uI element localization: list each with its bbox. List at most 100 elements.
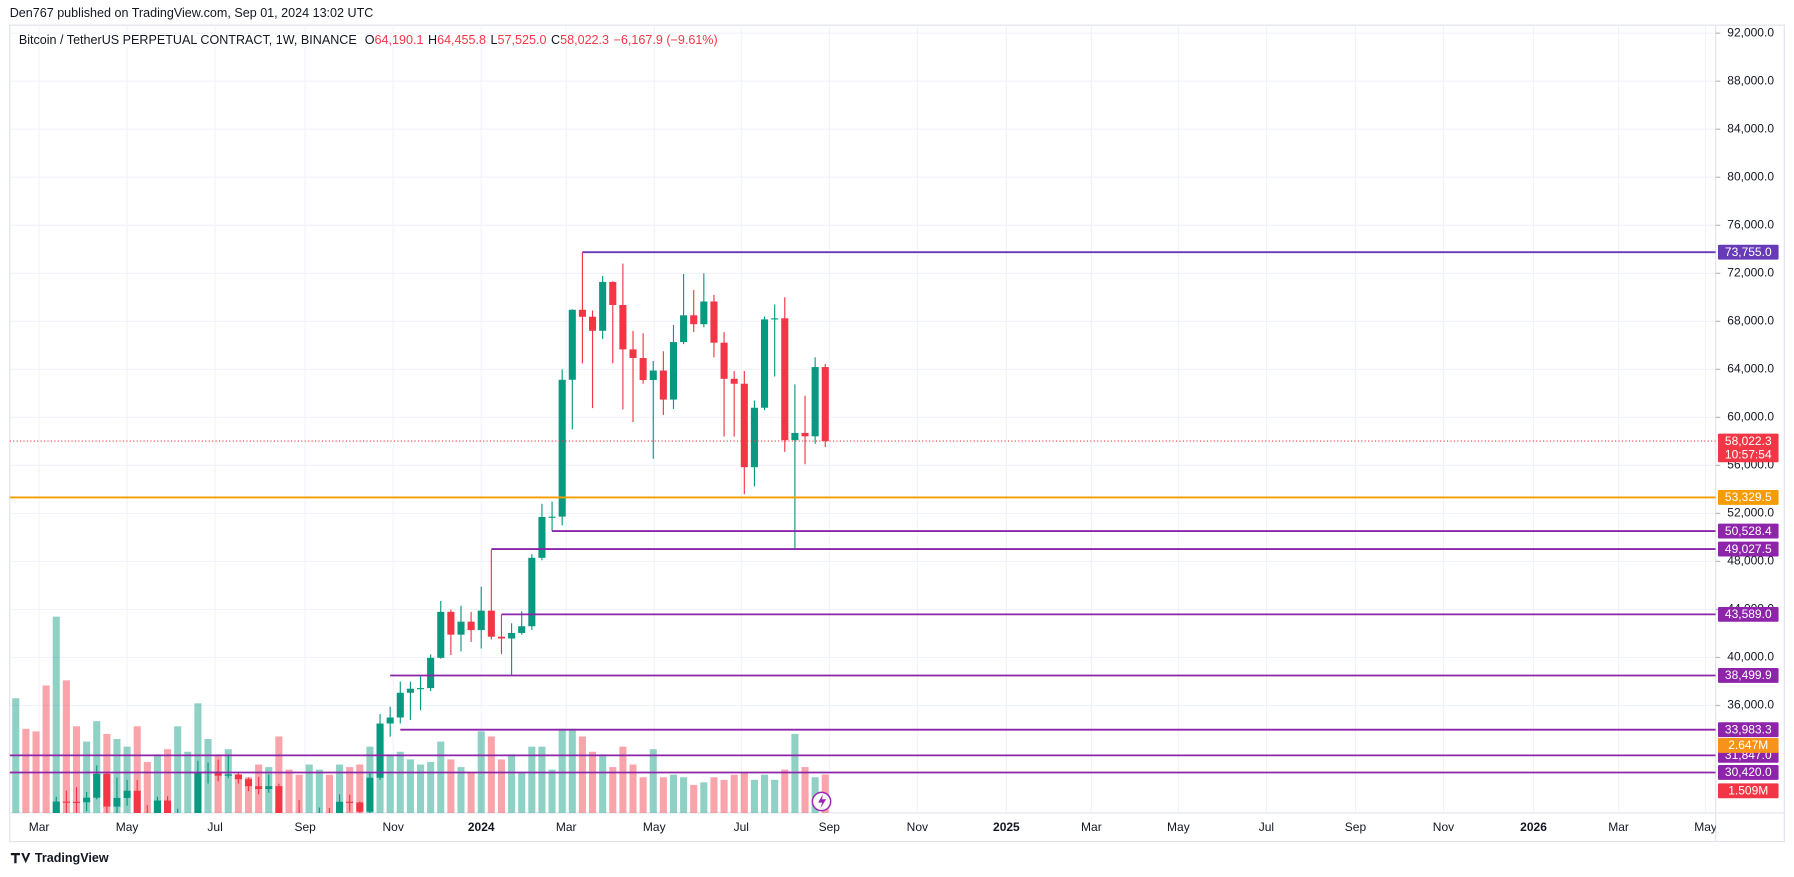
volume-bar bbox=[568, 728, 576, 813]
x-tick-label: Sep bbox=[294, 820, 316, 834]
candle-body bbox=[113, 797, 121, 807]
volume-bar bbox=[194, 703, 202, 813]
candle-body bbox=[133, 790, 141, 813]
volume-bar bbox=[639, 777, 647, 813]
candle-body bbox=[690, 315, 698, 325]
candle-body bbox=[52, 801, 60, 813]
y-tick-label: 76,000.0 bbox=[1727, 217, 1774, 231]
candle-body bbox=[194, 772, 202, 813]
last-price-label-bg bbox=[1717, 433, 1779, 449]
candle-body bbox=[538, 516, 546, 558]
candle-body bbox=[83, 797, 91, 803]
volume-bar bbox=[184, 751, 192, 813]
price-tags: 73,755.0 53,329.5 50,528.4 49,027.5 43,589.0… bbox=[1717, 244, 1779, 799]
candle-body bbox=[508, 632, 516, 639]
symbol-legend: Bitcoin / TetherUS PERPETUAL CONTRACT, 1… bbox=[19, 33, 718, 47]
volume-bar bbox=[315, 769, 323, 813]
x-tick-label: 2024 bbox=[468, 820, 495, 834]
volume-bar bbox=[761, 774, 769, 813]
x-tick-label: Mar bbox=[556, 820, 577, 834]
candle-body bbox=[366, 777, 374, 812]
x-tick-label: Nov bbox=[383, 820, 404, 834]
volume-bar bbox=[548, 769, 556, 813]
candle-body bbox=[224, 774, 232, 776]
y-tick-label: 60,000.0 bbox=[1727, 410, 1774, 424]
x-tick-label: Sep bbox=[819, 820, 841, 834]
volume-ma-label-bg bbox=[1717, 738, 1779, 753]
volume-bar bbox=[629, 764, 637, 813]
candle-body bbox=[386, 717, 394, 724]
volume-bar bbox=[396, 751, 404, 813]
candle-body bbox=[700, 301, 708, 325]
level-label-bg bbox=[1717, 722, 1779, 738]
grid bbox=[9, 25, 1716, 813]
volume-bar bbox=[609, 767, 617, 813]
candle-body bbox=[740, 383, 748, 468]
volume-bar bbox=[42, 685, 50, 813]
volume-bar bbox=[123, 746, 131, 813]
volume-bar bbox=[619, 746, 627, 813]
volume-bar bbox=[659, 777, 667, 813]
candle-body bbox=[609, 281, 617, 305]
candle-body bbox=[396, 692, 404, 718]
candle-body bbox=[447, 611, 455, 635]
volume-bar bbox=[113, 739, 121, 813]
candle-body bbox=[72, 801, 81, 803]
volume-bar bbox=[730, 774, 738, 813]
last-price-label: 58,022.3 bbox=[1725, 434, 1772, 448]
legend-key: C bbox=[551, 33, 560, 47]
volume-bar bbox=[386, 754, 394, 813]
volume-bar bbox=[801, 767, 809, 813]
candle-body bbox=[649, 370, 657, 381]
volume-bar bbox=[224, 749, 232, 813]
volume-bar bbox=[740, 772, 748, 813]
candle-body bbox=[244, 779, 253, 787]
event-icon-bolt bbox=[818, 794, 827, 809]
volume-bar bbox=[447, 759, 455, 813]
volume-bar bbox=[83, 741, 91, 813]
candle-body bbox=[761, 319, 769, 408]
x-tick-label: May bbox=[1694, 820, 1717, 834]
candle-body bbox=[497, 636, 506, 639]
level-label-bg bbox=[1717, 523, 1779, 539]
candle-body bbox=[558, 379, 566, 517]
volume-bar bbox=[700, 782, 708, 813]
candle-body bbox=[487, 610, 495, 637]
y-tick-label: 40,000.0 bbox=[1727, 650, 1774, 664]
level-layer bbox=[9, 251, 1716, 774]
candle-body bbox=[265, 786, 273, 790]
time-axis: Mar May Jul Sep Nov 2024 Mar May Jul Sep Nov 2025 Ma… bbox=[29, 820, 1717, 834]
candle-body bbox=[477, 610, 485, 631]
candle-layer bbox=[52, 252, 829, 813]
x-tick-label: Mar bbox=[1081, 820, 1102, 834]
x-tick-label: 2026 bbox=[1520, 820, 1547, 834]
candle-body bbox=[255, 786, 263, 790]
volume-bar bbox=[214, 754, 222, 813]
volume-bar bbox=[174, 726, 182, 813]
candle-body bbox=[750, 407, 758, 468]
volume-bar bbox=[508, 754, 516, 813]
volume-bar bbox=[578, 736, 586, 813]
candle-body bbox=[336, 801, 344, 813]
volume-bar bbox=[750, 779, 758, 813]
volume-ma-label: 2.647M bbox=[1728, 738, 1768, 752]
y-tick-label: 52,000.0 bbox=[1727, 506, 1774, 520]
level-label-bg bbox=[1717, 490, 1779, 505]
level-label-bg bbox=[1717, 668, 1779, 683]
candle-body bbox=[669, 342, 678, 400]
legend-value: 58,022.3 bbox=[560, 33, 609, 47]
level-label: 49,027.5 bbox=[1725, 542, 1772, 556]
candle-body bbox=[659, 370, 667, 400]
candle-body bbox=[416, 688, 425, 690]
volume-bar bbox=[497, 759, 506, 813]
legend-value: 57,525.0 bbox=[498, 33, 547, 47]
volume-bar bbox=[690, 784, 698, 813]
candle-body bbox=[346, 801, 354, 803]
volume-bar bbox=[62, 680, 70, 813]
candle-body bbox=[619, 304, 627, 350]
y-tick-label: 72,000.0 bbox=[1727, 265, 1774, 279]
candle-body bbox=[639, 358, 647, 381]
y-tick-label: 68,000.0 bbox=[1727, 313, 1774, 327]
volume-last-label: 1.509M bbox=[1728, 784, 1768, 798]
volume-bar bbox=[771, 779, 779, 813]
